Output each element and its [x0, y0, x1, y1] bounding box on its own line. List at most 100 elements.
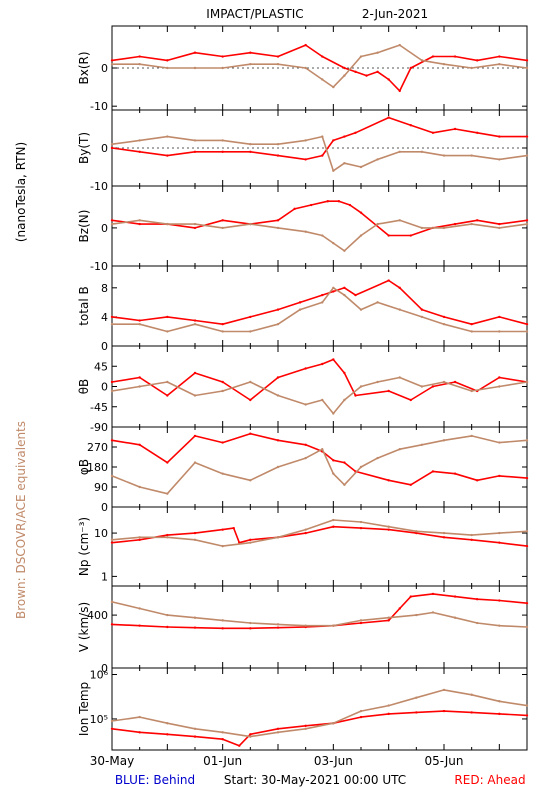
data-point — [321, 234, 324, 237]
data-point — [498, 135, 501, 138]
data-point — [442, 380, 446, 384]
data-point — [249, 538, 252, 541]
data-point — [304, 66, 307, 70]
data-point — [398, 150, 401, 153]
data-point — [249, 627, 252, 630]
data-point — [193, 616, 197, 619]
data-point — [110, 600, 114, 604]
data-point — [166, 315, 169, 319]
x-tick-label: 30-May — [90, 754, 134, 768]
data-point — [304, 531, 307, 535]
data-point — [110, 62, 114, 66]
data-point — [453, 222, 457, 226]
data-point — [166, 613, 169, 617]
data-point — [415, 613, 418, 617]
y-tick-label: 90 — [94, 481, 108, 494]
data-point — [470, 711, 473, 714]
data-point — [138, 538, 141, 541]
data-point — [442, 688, 446, 692]
data-point — [138, 536, 141, 539]
data-point — [276, 731, 280, 734]
data-point — [276, 154, 280, 157]
data-point — [470, 154, 473, 157]
series-ahead — [111, 200, 528, 237]
data-point — [166, 733, 169, 736]
data-point — [420, 226, 424, 230]
data-point — [276, 376, 280, 379]
data-point — [221, 55, 224, 58]
data-point — [376, 301, 379, 304]
data-point — [442, 439, 446, 442]
data-point — [232, 526, 235, 530]
x-tick-label: 03-Jun — [314, 754, 353, 768]
data-point — [387, 279, 390, 282]
data-point — [359, 385, 363, 388]
data-point — [221, 731, 224, 734]
data-point — [498, 55, 501, 58]
y-tick-label: 400 — [87, 609, 108, 622]
data-point — [138, 219, 141, 222]
data-point — [453, 127, 457, 131]
series-ahead — [111, 116, 527, 161]
data-point — [415, 711, 418, 714]
data-point — [387, 704, 390, 707]
data-point — [442, 322, 446, 326]
data-point — [321, 293, 324, 297]
data-point — [321, 398, 324, 402]
data-point — [525, 704, 529, 707]
data-point — [470, 330, 473, 333]
y-axis-label: Bx(R) — [77, 51, 91, 84]
data-point — [498, 226, 501, 230]
data-point — [138, 715, 141, 719]
behind-legend: BLUE: Behind — [115, 773, 195, 787]
data-point — [470, 538, 473, 541]
data-point — [332, 241, 335, 245]
data-point — [332, 624, 335, 627]
data-point — [470, 434, 473, 438]
data-point — [221, 226, 224, 230]
data-point — [321, 362, 324, 366]
data-point — [321, 78, 324, 81]
data-point — [193, 461, 197, 464]
data-point — [343, 286, 346, 290]
data-point — [498, 700, 501, 703]
data-point — [138, 624, 141, 627]
data-point — [387, 479, 390, 482]
data-point — [498, 158, 501, 161]
panel-btot: 8 4 0 total B — [77, 265, 529, 353]
data-point — [138, 150, 141, 153]
data-point — [276, 626, 280, 629]
y-tick-label: 1 — [101, 570, 108, 583]
data-point — [376, 456, 379, 460]
data-point — [138, 62, 141, 66]
data-point — [409, 234, 412, 237]
data-point — [525, 380, 529, 384]
data-point — [359, 211, 363, 214]
data-point — [525, 601, 529, 605]
data-point — [343, 483, 346, 486]
data-point — [476, 59, 479, 62]
data-point — [193, 139, 197, 142]
data-point — [476, 219, 479, 222]
data-point — [354, 70, 357, 74]
y-tick-label: 0 — [101, 222, 108, 235]
data-point — [166, 154, 169, 157]
panel-phi: 270 180 90 0 φB — [77, 426, 529, 514]
data-point — [332, 459, 335, 462]
data-point — [332, 722, 335, 725]
data-point — [387, 78, 390, 81]
data-point — [387, 525, 390, 528]
data-point — [110, 389, 114, 393]
data-point — [476, 621, 479, 625]
series-ahead — [111, 525, 528, 547]
data-point — [238, 744, 241, 747]
data-point — [348, 203, 352, 207]
data-point — [110, 380, 114, 384]
series-ahead — [111, 710, 528, 747]
y-tick-label: 4 — [101, 311, 108, 324]
data-point — [354, 131, 357, 134]
data-point — [359, 308, 363, 311]
data-point — [398, 89, 401, 93]
data-point — [193, 531, 197, 535]
data-point — [249, 733, 252, 736]
